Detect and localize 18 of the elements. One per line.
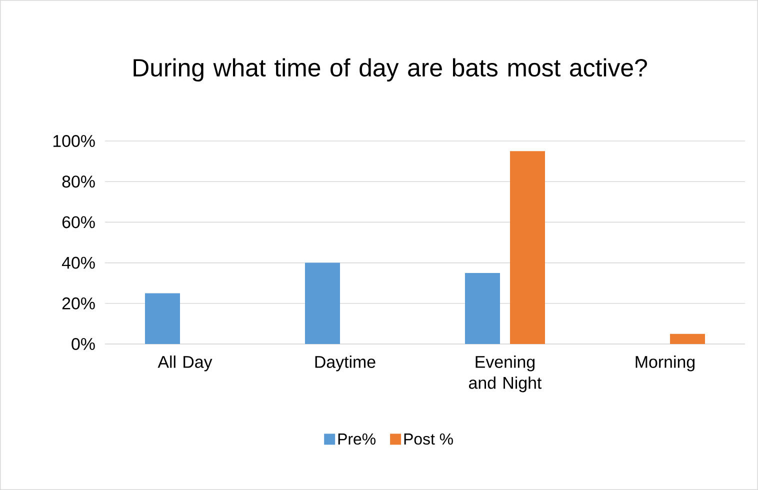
legend-label: Pre% (338, 433, 376, 445)
y-tick-label: 40% (62, 256, 95, 269)
x-tick-label: All Day (158, 356, 212, 372)
y-tick-label: 80% (62, 176, 95, 188)
y-tick-label: 20% (62, 297, 95, 310)
x-tick-label: Evening and Night (469, 356, 542, 392)
y-tick-label: 0% (72, 338, 95, 350)
bar (305, 262, 340, 344)
chart-title: During what time of day are bats most active? (134, 58, 647, 82)
bar (465, 272, 500, 344)
y-tick-label: 60% (62, 216, 95, 228)
bar (670, 334, 706, 344)
legend-label: Post % (404, 433, 453, 445)
x-tick-label: Morning (636, 356, 694, 372)
bar (145, 293, 180, 344)
y-tick-label: 100% (53, 135, 95, 147)
bar (510, 151, 545, 344)
x-tick-label: Daytime (315, 356, 376, 372)
